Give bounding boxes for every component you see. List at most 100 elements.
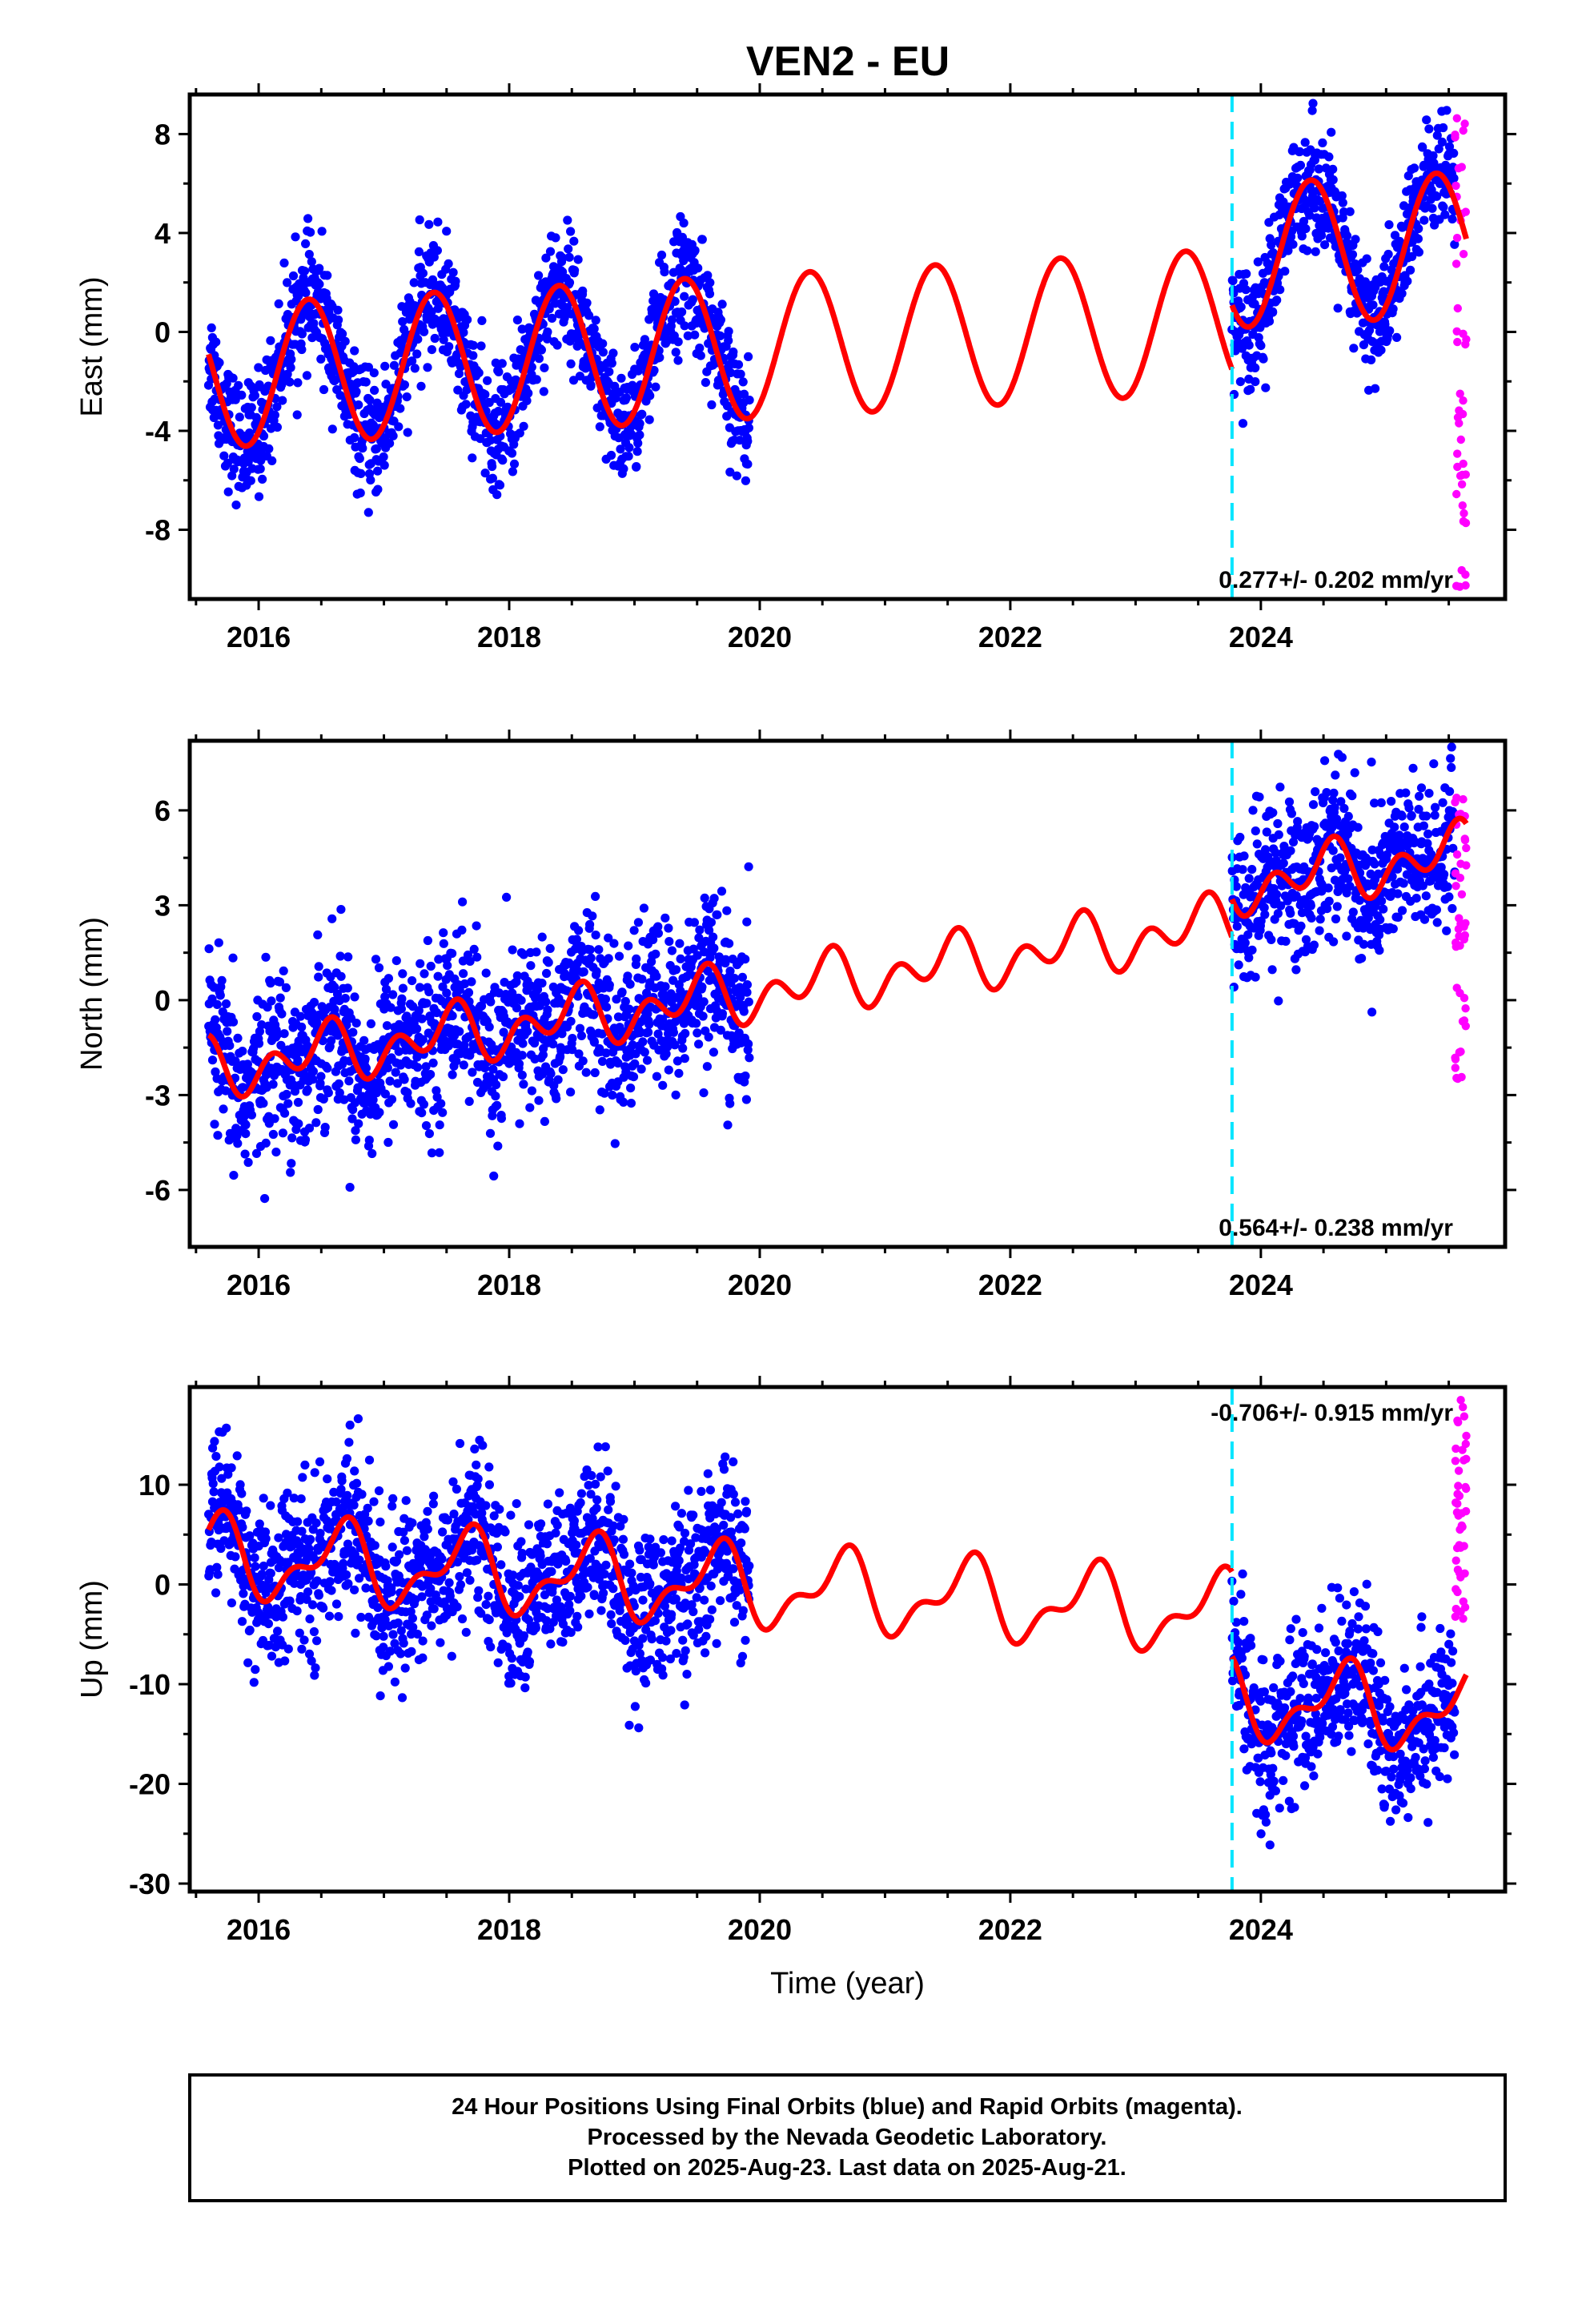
data-point (689, 918, 700, 927)
data-point (420, 1532, 429, 1542)
data-point (391, 956, 401, 966)
data-point (1430, 810, 1439, 820)
data-point (512, 971, 522, 981)
rapid-data-point (1455, 931, 1464, 941)
data-point (247, 403, 256, 412)
data-point (303, 1587, 313, 1597)
rapid-data-point (1452, 114, 1462, 123)
data-point (1267, 935, 1276, 944)
data-point (424, 987, 434, 997)
data-point (517, 1070, 527, 1080)
data-point (379, 452, 388, 462)
data-point (309, 998, 319, 1007)
data-point (238, 1522, 247, 1532)
rapid-data-point (1452, 233, 1462, 243)
rapid-data-point (1451, 133, 1460, 142)
data-point (414, 247, 424, 256)
data-point (699, 997, 709, 1007)
data-point (209, 1487, 219, 1497)
data-point (626, 1084, 636, 1093)
data-point (1411, 894, 1421, 903)
data-point (544, 304, 554, 314)
data-point (653, 1029, 663, 1039)
data-point (1428, 151, 1438, 161)
data-point (272, 402, 282, 412)
data-point (430, 333, 440, 344)
data-point (468, 340, 479, 350)
data-point (402, 1546, 412, 1555)
data-point (491, 358, 500, 368)
data-point (1432, 918, 1442, 927)
data-point (416, 381, 426, 391)
data-point (396, 1649, 405, 1659)
data-point (1388, 304, 1398, 314)
data-point (388, 990, 398, 999)
data-point (204, 944, 214, 954)
data-point (314, 972, 323, 982)
rapid-data-point (1452, 882, 1460, 891)
data-point (433, 217, 443, 227)
data-point (247, 1110, 256, 1120)
data-point (1264, 316, 1275, 326)
data-point (481, 1501, 491, 1510)
data-point (283, 1099, 293, 1108)
data-point (1373, 869, 1383, 879)
y-axis-label: East (mm) (75, 276, 109, 416)
data-point (1268, 808, 1278, 818)
data-point (356, 468, 366, 479)
data-point (336, 1485, 346, 1494)
data-point (360, 1054, 370, 1063)
data-point (387, 1542, 397, 1552)
data-point (591, 891, 600, 901)
rapid-data-point (1452, 581, 1461, 590)
data-point (424, 219, 434, 229)
data-point (526, 961, 536, 971)
data-point (484, 1022, 494, 1031)
data-point (729, 347, 738, 357)
data-point (337, 1476, 347, 1486)
rapid-data-point (1460, 835, 1470, 845)
data-point (1345, 882, 1355, 891)
data-point (1345, 207, 1355, 216)
data-point (278, 1612, 287, 1622)
data-point (585, 945, 595, 955)
data-point (373, 485, 383, 494)
data-point (616, 373, 626, 383)
data-point (288, 271, 299, 281)
chart-title: VEN2 - EU (746, 38, 950, 85)
rapid-data-point (1451, 1055, 1460, 1063)
data-point (717, 1009, 728, 1019)
data-point (403, 428, 412, 437)
data-point (366, 1019, 375, 1028)
data-point (509, 459, 520, 469)
data-point (1413, 234, 1423, 243)
data-point (381, 1562, 391, 1571)
data-point (385, 1076, 395, 1086)
data-point (569, 236, 579, 246)
data-point (447, 1651, 456, 1661)
data-point (266, 1501, 275, 1510)
data-point (315, 279, 324, 289)
data-point (313, 1104, 323, 1115)
data-point (480, 468, 490, 478)
data-point (623, 971, 632, 981)
data-point (633, 438, 643, 448)
rapid-data-point (1453, 337, 1462, 347)
y-tick-label: 0 (155, 316, 171, 348)
data-point (348, 1105, 358, 1115)
data-point (229, 1171, 239, 1180)
data-point (464, 987, 474, 997)
data-point (619, 464, 628, 474)
data-point (1267, 240, 1276, 250)
data-point (266, 336, 275, 345)
data-point (210, 1437, 219, 1446)
data-point (381, 380, 391, 389)
data-point (231, 501, 241, 510)
data-point (512, 1003, 522, 1013)
data-point (443, 961, 452, 971)
data-point (1241, 285, 1251, 295)
x-tick-label: 2018 (477, 1269, 541, 1301)
data-point (1368, 300, 1378, 310)
rapid-data-point (1456, 1047, 1465, 1056)
data-point (391, 1068, 400, 1077)
